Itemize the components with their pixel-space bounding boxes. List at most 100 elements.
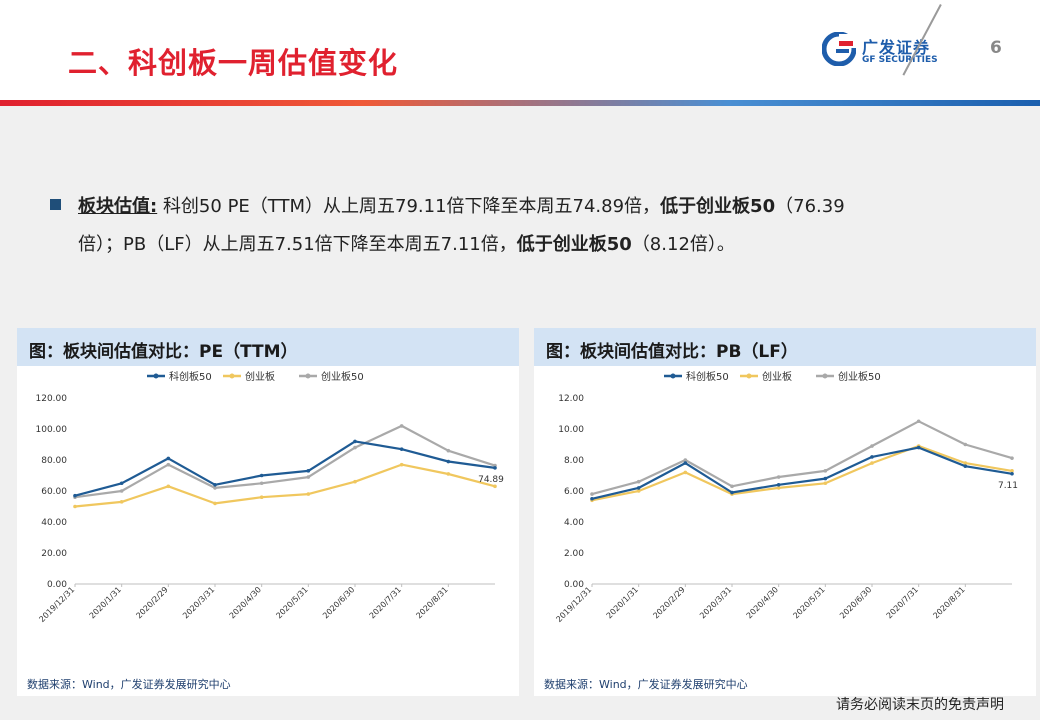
x-tick-label: 2020/3/31	[181, 585, 216, 620]
x-tick-label: 2020/4/30	[745, 585, 780, 620]
bullet-label: 板块估值:	[78, 196, 158, 217]
series-point-0	[119, 481, 124, 486]
pb-chart-header: 图：板块间估值对比：PB（LF）	[534, 328, 1036, 366]
series-line-0	[591, 446, 1013, 500]
gf-logo-icon	[821, 31, 857, 67]
series-point-1	[306, 492, 311, 496]
logo-name: 广发证券	[862, 38, 931, 57]
series-point-1	[73, 504, 77, 509]
bullet-square-icon	[50, 199, 61, 210]
series-point-0	[916, 445, 921, 450]
legend-marker-1	[229, 373, 235, 379]
slide-body: 板块估值: 科创50 PE（TTM）从上周五79.11倍下降至本周五74.89倍…	[0, 106, 1040, 720]
end-value-label: 7.11	[998, 481, 1018, 491]
x-tick-label: 2020/8/31	[931, 585, 966, 620]
x-tick-label: 2019/12/31	[554, 585, 593, 624]
series-point-0	[823, 476, 828, 481]
legend-marker-2	[305, 373, 311, 379]
pe-chart-source: 数据来源：Wind，广发证券发展研究中心	[27, 678, 231, 691]
series-point-1	[963, 461, 968, 465]
page-number: 6	[990, 38, 1002, 58]
para-line2-text: 倍）；PB（LF）从上周五7.51倍下降至本周五7.11倍，	[78, 234, 517, 255]
legend-marker-0	[153, 373, 159, 379]
slide-header: 二、科创板一周估值变化 广发证券 GF SECURITIES 6	[0, 0, 1040, 100]
disclaimer-text: 请务必阅读末页的免责声明	[836, 697, 1004, 713]
y-tick-label: 2.00	[564, 549, 584, 559]
pe-chart-header: 图：板块间估值对比：PE（TTM）	[17, 328, 519, 366]
x-tick-label: 2020/1/31	[88, 585, 123, 620]
series-point-1	[399, 462, 404, 467]
series-point-2	[353, 445, 357, 450]
series-point-0	[1010, 471, 1014, 476]
pe-chart-panel: 图：板块间估值对比：PE（TTM） 科创板50 创业板 创业板50 0.00 20.00…	[17, 328, 519, 696]
valuation-paragraph: 板块估值: 科创50 PE（TTM）从上周五79.11倍下降至本周五74.89倍…	[78, 188, 978, 264]
pb-chart-panel: 图：板块间估值对比：PB（LF） 科创板50 创业板 创业板50 0.00 2.00 4.…	[534, 328, 1036, 696]
legend-marker-2	[822, 373, 828, 379]
series-point-1	[870, 461, 874, 465]
series-line-0	[74, 440, 496, 497]
series-point-0	[493, 466, 497, 470]
y-tick-label: 20.00	[41, 549, 67, 559]
series-point-1	[446, 472, 451, 476]
x-tick-label: 2020/7/31	[885, 585, 920, 620]
series-point-2	[870, 444, 874, 448]
para-line2-bold: 低于创业板50	[516, 234, 632, 255]
series-point-0	[963, 464, 968, 468]
company-logo: 广发证券 GF SECURITIES	[821, 31, 972, 72]
series-point-2	[963, 442, 968, 447]
series-point-0	[399, 447, 404, 451]
logo-english: GF SECURITIES	[862, 55, 938, 65]
series-point-0	[590, 496, 594, 501]
x-tick-label: 2020/1/31	[605, 585, 640, 620]
series-point-1	[353, 479, 357, 484]
pb-chart-title: 图：板块间估值对比：PB（LF）	[546, 342, 798, 362]
x-tick-label: 2020/8/31	[414, 585, 449, 620]
series-line-1	[74, 463, 496, 508]
series-line-2	[591, 420, 1013, 496]
series-point-0	[870, 455, 874, 459]
series-point-2	[636, 479, 641, 484]
y-tick-label: 12.00	[558, 394, 584, 404]
series-point-0	[353, 439, 357, 444]
legend-label-1: 创业板	[762, 370, 792, 383]
x-tick-label: 2020/5/31	[274, 585, 309, 620]
series-point-2	[306, 475, 311, 479]
y-tick-label: 100.00	[36, 425, 68, 435]
x-tick-label: 2020/6/30	[838, 585, 873, 620]
legend-label-2: 创业板50	[838, 370, 881, 383]
series-point-0	[73, 493, 77, 498]
para-line1-bold: 低于创业板50	[660, 196, 776, 217]
x-tick-label: 2019/12/31	[37, 585, 76, 624]
series-point-1	[1010, 469, 1014, 473]
series-point-0	[446, 459, 451, 464]
x-tick-label: 2020/4/30	[228, 585, 263, 620]
legend-label-1: 创业板	[245, 370, 275, 383]
series-point-1	[493, 484, 497, 489]
series-point-0	[259, 473, 264, 478]
x-tick-label: 2020/7/31	[368, 585, 403, 620]
series-point-0	[636, 486, 641, 490]
series-point-2	[259, 481, 264, 486]
series-point-1	[683, 470, 688, 475]
series-point-2	[446, 448, 451, 453]
y-tick-label: 120.00	[36, 394, 68, 404]
series-point-1	[213, 501, 217, 506]
y-tick-label: 10.00	[558, 425, 584, 435]
series-point-2	[590, 492, 594, 496]
series-point-2	[166, 462, 171, 467]
legend-marker-1	[746, 373, 752, 379]
x-tick-label: 2020/2/29	[134, 585, 169, 620]
y-tick-label: 0.00	[47, 580, 67, 590]
series-point-2	[776, 475, 781, 479]
series-point-1	[636, 489, 641, 493]
para-line1-text: 科创50 PE（TTM）从上周五79.11倍下降至本周五74.89倍，	[162, 196, 661, 217]
pb-chart-source: 数据来源：Wind，广发证券发展研究中心	[544, 678, 748, 691]
series-line-2	[74, 424, 496, 499]
series-point-1	[259, 495, 264, 499]
legend-marker-0	[670, 373, 676, 379]
series-point-2	[823, 469, 828, 473]
para-line2-tail: （8.12倍）。	[631, 234, 735, 255]
legend-label-0: 科创板50	[169, 370, 212, 383]
series-point-2	[119, 489, 124, 493]
legend-label-0: 科创板50	[686, 370, 729, 383]
